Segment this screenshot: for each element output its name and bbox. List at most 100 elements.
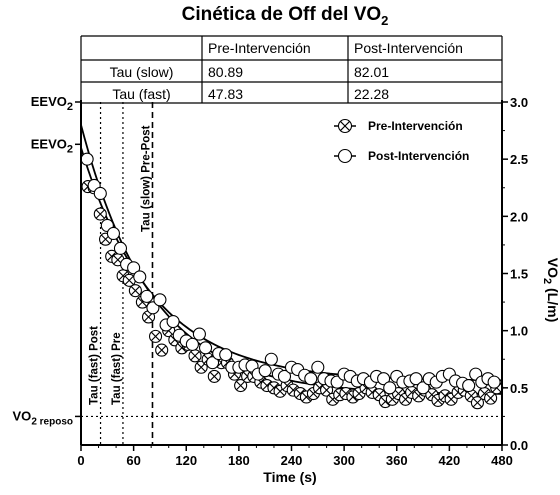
marker-cross (269, 383, 279, 393)
marker-cross (367, 387, 377, 397)
data-point-post (487, 375, 501, 389)
data-point-pre (234, 378, 248, 393)
marker-cross (113, 255, 123, 265)
y-tick-label: 0.5 (510, 381, 528, 396)
data-point-post (304, 372, 318, 386)
legend-marker (337, 118, 353, 134)
data-point-post (377, 372, 391, 386)
data-point-pre (470, 396, 484, 410)
data-point-post (192, 327, 206, 341)
data-point-post (311, 360, 325, 374)
table-header-cell: Post-Intervención (354, 40, 463, 56)
marker-cross (256, 377, 266, 387)
parameters-table: Pre-Intervención Post-Intervención Tau (sl… (80, 35, 503, 104)
marker-cross (374, 390, 384, 400)
data-point-post (166, 314, 180, 329)
left-label: EEVO2 (31, 136, 73, 155)
marker-cross (340, 121, 350, 131)
marker-cross (95, 209, 105, 219)
table-cell: 47.83 (208, 86, 243, 102)
data-point-pre (128, 284, 142, 298)
marker-cross (262, 380, 272, 391)
y-tick-label: 1.0 (510, 324, 528, 339)
marker-cross (118, 271, 128, 281)
marker-cross (295, 388, 305, 399)
data-point-post (140, 289, 154, 303)
marker-cross (486, 393, 496, 403)
x-tick-label: 180 (228, 453, 250, 468)
legend-label: Post-Intervención (368, 149, 469, 163)
marker-circle (462, 378, 476, 393)
table-cell: 82.01 (354, 64, 389, 80)
marker-cross (472, 398, 483, 408)
chart-title: Cinética de Off del VO2 (182, 4, 389, 28)
data-point-post (206, 356, 220, 370)
data-point-post (153, 293, 167, 307)
data-point-post (133, 270, 147, 284)
reference-line-label: Tau (fast) Pre (111, 332, 123, 405)
data-point-pre (207, 369, 221, 383)
x-tick-label: 0 (77, 453, 84, 468)
marker-cross (209, 371, 219, 381)
data-point-post (93, 186, 107, 201)
data-point-pre (188, 349, 202, 363)
marker-circle (487, 375, 501, 389)
data-point-post (127, 261, 141, 275)
marker-circle (185, 337, 199, 351)
marker-cross (427, 390, 437, 400)
table-header-cell: Pre-Intervención (208, 40, 311, 56)
marker-cross (150, 331, 161, 341)
x-axis-label: Time (s) (263, 469, 316, 485)
data-point-post (198, 341, 213, 355)
data-point-post (106, 226, 121, 241)
x-tick-label: 120 (175, 453, 197, 468)
y-tick-label: 1.5 (510, 267, 528, 282)
data-point-post (113, 241, 128, 255)
reference-line-label: Tau (slow) Pre-Post (140, 125, 152, 232)
data-point-post (462, 378, 476, 393)
marker-circle (198, 341, 213, 355)
data-point-pre (149, 329, 163, 343)
data-point-post (258, 364, 272, 378)
marker-circle (166, 314, 180, 329)
marker-cross (393, 388, 404, 399)
marker-circle (377, 372, 391, 386)
left-label: VO2 reposo (13, 408, 73, 427)
marker-circle (106, 226, 121, 241)
data-point-pre (122, 273, 136, 287)
data-point-post (219, 348, 233, 362)
data-points (80, 152, 504, 410)
marker-circle (304, 372, 318, 386)
x-tick-label: 480 (491, 453, 513, 468)
marker-circle (416, 381, 430, 395)
left-labels: EEVO2 EEVO2 VO2 reposo (13, 94, 81, 427)
left-label: EEVO2 (31, 94, 73, 113)
marker-cross (157, 345, 167, 355)
marker-circle (80, 152, 94, 166)
data-point-post (383, 381, 397, 395)
marker-cross (288, 385, 298, 395)
marker-circle (113, 241, 128, 255)
marker-cross (124, 275, 134, 285)
marker-cross (107, 251, 117, 261)
marker-circle (311, 360, 325, 374)
data-point-post (409, 372, 423, 386)
marker-circle (383, 381, 397, 395)
marker-circle (140, 289, 154, 303)
x-tick-label: 300 (333, 453, 355, 468)
marker-circle (192, 327, 206, 341)
marker-cross (190, 351, 200, 361)
data-point-post (185, 337, 199, 351)
data-point-post (80, 152, 94, 166)
marker-cross (130, 286, 140, 296)
marker-cross (282, 380, 292, 391)
legend: Pre-Intervención Post-Intervención (334, 118, 469, 164)
marker-circle (264, 352, 278, 366)
marker-circle (93, 186, 107, 201)
x-tick-label: 60 (126, 453, 140, 468)
y-tick-label: 0.0 (510, 438, 528, 453)
marker-circle (219, 348, 233, 362)
legend-label: Pre-Intervención (368, 119, 463, 133)
